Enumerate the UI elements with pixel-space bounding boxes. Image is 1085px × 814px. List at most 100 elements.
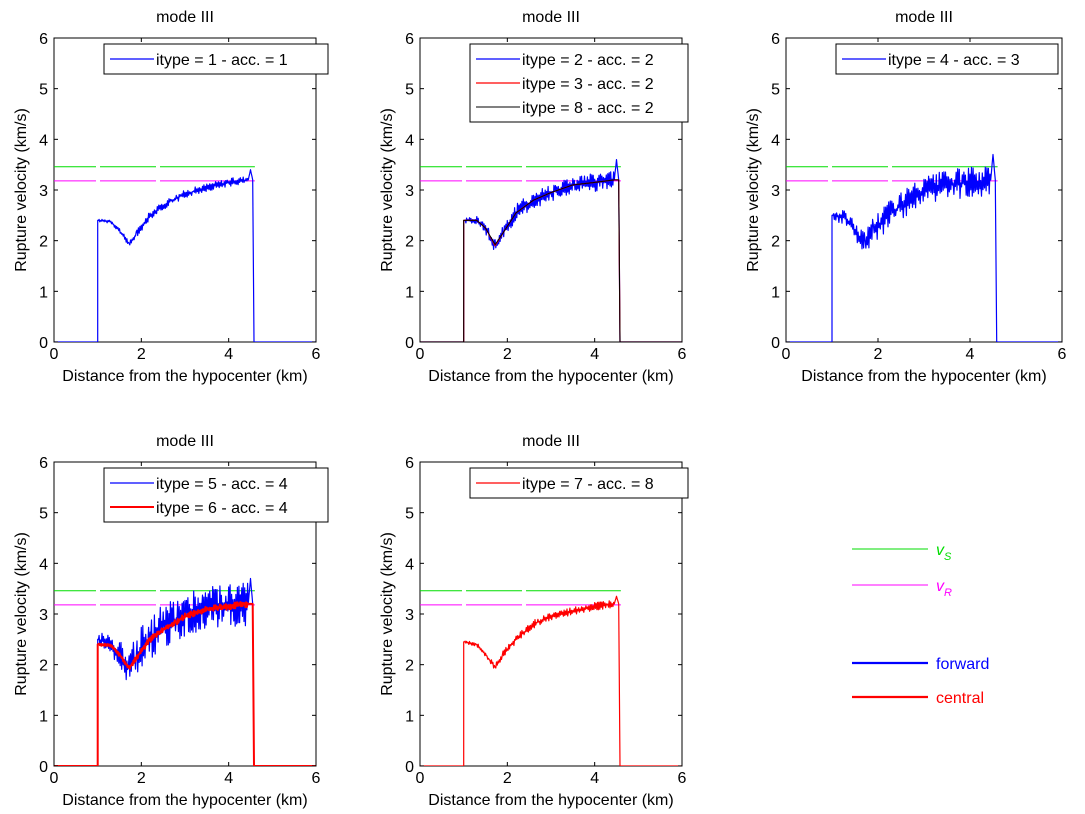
y-axis-label: Rupture velocity (km/s)	[13, 108, 30, 272]
x-tick-label: 4	[224, 770, 233, 787]
axes-box	[53, 37, 317, 343]
legend: itype = 5 - acc. = 4 itype = 6 - acc. = 4	[103, 467, 329, 523]
global-legend: vS vR forward central	[852, 542, 989, 707]
y-tick-label: 2	[405, 658, 414, 675]
chart-panel-1: 0 2 4 6 0 1 2 3 4 5 6 mode III Distance from the hyp…	[13, 9, 329, 385]
series-line-1	[420, 595, 682, 766]
y-tick-label: 5	[39, 82, 48, 99]
x-tick-label: 0	[416, 346, 425, 363]
x-tick-label: 4	[224, 346, 233, 363]
x-tick-label: 2	[503, 770, 512, 787]
series-line-1	[54, 169, 316, 342]
series-line-1	[786, 153, 1062, 342]
x-axis-label: Distance from the hypocenter (km)	[428, 368, 673, 385]
y-tick-label: 0	[405, 759, 414, 776]
y-tick-label: 5	[771, 82, 780, 99]
legend-box	[103, 467, 329, 523]
x-tick-label: 2	[503, 346, 512, 363]
y-tick-label: 6	[405, 455, 414, 472]
x-tick-label: 0	[416, 770, 425, 787]
y-axis-label: Rupture velocity (km/s)	[13, 532, 30, 696]
chart-panel-2: 0 2 4 6 0 1 2 3 4 5 6 mode III Distance from the hyp…	[379, 9, 689, 385]
y-tick-label: 1	[771, 284, 780, 301]
legend-label: itype = 7 - acc. = 8	[522, 476, 654, 493]
plot-area	[420, 590, 682, 766]
legend-label: itype = 2 - acc. = 2	[522, 52, 654, 69]
y-tick-label: 0	[771, 335, 780, 352]
y-tick-label: 4	[771, 132, 780, 149]
legend-label: itype = 5 - acc. = 4	[156, 476, 288, 493]
y-tick-label: 6	[771, 31, 780, 48]
x-tick-label: 0	[782, 346, 791, 363]
x-tick-label: 2	[137, 346, 146, 363]
x-tick-label: 0	[50, 346, 59, 363]
x-axis-label: Distance from the hypocenter (km)	[801, 368, 1046, 385]
plot-area	[420, 159, 682, 342]
legend: itype = 7 - acc. = 8	[469, 467, 689, 499]
y-tick-label: 2	[39, 234, 48, 251]
y-tick-label: 0	[39, 759, 48, 776]
x-tick-label: 4	[590, 770, 599, 787]
y-tick-label: 5	[39, 506, 48, 523]
chart-title: mode III	[522, 9, 580, 26]
x-axis-label: Distance from the hypocenter (km)	[62, 368, 307, 385]
x-tick-label: 4	[590, 346, 599, 363]
global-legend-label: vS	[936, 542, 952, 563]
y-tick-label: 6	[39, 31, 48, 48]
chart-panel-4: 0 2 4 6 0 1 2 3 4 5 6 mode III Distance from the hyp…	[13, 433, 329, 809]
plot-area	[54, 577, 316, 766]
y-axis-label: Rupture velocity (km/s)	[745, 108, 762, 272]
y-tick-label: 1	[39, 708, 48, 725]
y-tick-label: 4	[39, 556, 48, 573]
legend-label: itype = 3 - acc. = 2	[522, 76, 654, 93]
legend-label: itype = 4 - acc. = 3	[888, 52, 1020, 69]
global-legend-label: forward	[936, 656, 989, 673]
y-tick-label: 2	[405, 234, 414, 251]
legend: itype = 2 - acc. = 2 itype = 3 - acc. = 2…	[469, 43, 689, 123]
series-line-1	[54, 577, 316, 766]
x-tick-label: 6	[1058, 346, 1067, 363]
y-tick-label: 1	[405, 708, 414, 725]
chart-title: mode III	[522, 433, 580, 450]
y-tick-label: 5	[405, 506, 414, 523]
y-tick-label: 1	[39, 284, 48, 301]
x-tick-label: 0	[50, 770, 59, 787]
legend-label: itype = 6 - acc. = 4	[156, 500, 288, 517]
chart-panel-5: 0 2 4 6 0 1 2 3 4 5 6 mode III Distance from the hyp…	[379, 433, 689, 809]
y-tick-label: 5	[405, 82, 414, 99]
chart-title: mode III	[156, 9, 214, 26]
x-axis-label: Distance from the hypocenter (km)	[428, 792, 673, 809]
y-tick-label: 4	[405, 132, 414, 149]
y-tick-label: 3	[39, 607, 48, 624]
legend: itype = 4 - acc. = 3	[835, 43, 1059, 75]
x-tick-label: 6	[312, 346, 321, 363]
chart-title: mode III	[895, 9, 953, 26]
series-line-3	[420, 179, 682, 342]
x-tick-label: 6	[678, 770, 687, 787]
y-tick-label: 1	[405, 284, 414, 301]
global-legend-label: central	[936, 690, 984, 707]
y-tick-label: 2	[771, 234, 780, 251]
y-axis-label: Rupture velocity (km/s)	[379, 532, 396, 696]
x-tick-label: 2	[137, 770, 146, 787]
y-tick-label: 6	[405, 31, 414, 48]
y-tick-label: 3	[405, 183, 414, 200]
plot-area	[54, 166, 316, 342]
chart-title: mode III	[156, 433, 214, 450]
legend: itype = 1 - acc. = 1	[103, 43, 329, 75]
legend-label: itype = 1 - acc. = 1	[156, 52, 288, 69]
y-tick-label: 0	[405, 335, 414, 352]
y-tick-label: 3	[39, 183, 48, 200]
y-tick-label: 2	[39, 658, 48, 675]
legend-label: itype = 8 - acc. = 2	[522, 100, 654, 117]
y-tick-label: 3	[405, 607, 414, 624]
y-axis-label: Rupture velocity (km/s)	[379, 108, 396, 272]
plot-area	[786, 153, 1062, 342]
x-tick-label: 4	[966, 346, 975, 363]
x-tick-label: 6	[678, 346, 687, 363]
y-tick-label: 3	[771, 183, 780, 200]
series-line-2	[54, 601, 316, 766]
y-tick-label: 6	[39, 455, 48, 472]
axes-box	[419, 461, 683, 767]
